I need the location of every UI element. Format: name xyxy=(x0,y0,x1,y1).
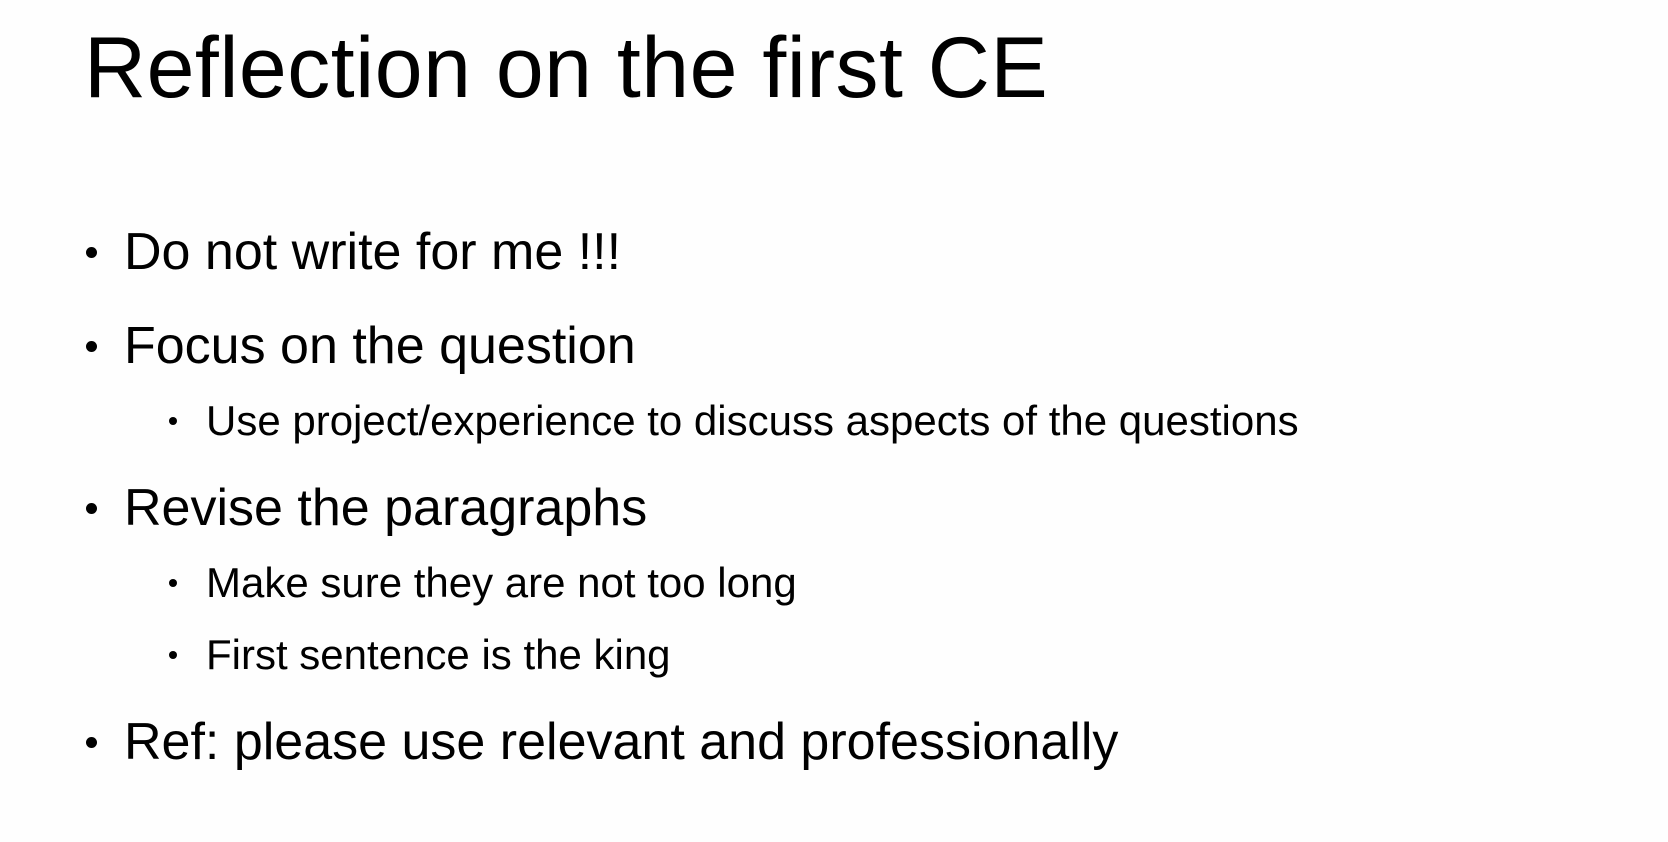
bullet-dot-icon xyxy=(86,503,97,514)
bullet-text: Do not write for me !!! xyxy=(124,223,622,281)
sub-bullet-text: Make sure they are not too long xyxy=(206,559,797,606)
sub-bullet-dot-icon xyxy=(169,651,177,659)
sub-bullet-item: Use project/experience to discuss aspect… xyxy=(169,394,1299,448)
bullet-dot-icon xyxy=(86,341,97,352)
bullet-item: Revise the paragraphs xyxy=(86,476,648,540)
bullet-item: Do not write for me !!! xyxy=(86,220,622,284)
slide-title: Reflection on the first CE xyxy=(84,20,1049,116)
bullet-dot-icon xyxy=(86,737,97,748)
sub-bullet-item: Make sure they are not too long xyxy=(169,556,797,610)
bullet-dot-icon xyxy=(86,247,97,258)
sub-bullet-item: First sentence is the king xyxy=(169,628,671,682)
bullet-item: Ref: please use relevant and professiona… xyxy=(86,710,1119,774)
sub-bullet-text: First sentence is the king xyxy=(206,631,671,678)
bullet-text: Focus on the question xyxy=(124,317,636,375)
sub-bullet-text: Use project/experience to discuss aspect… xyxy=(206,397,1299,444)
sub-bullet-dot-icon xyxy=(169,417,177,425)
bullet-text: Revise the paragraphs xyxy=(124,479,648,537)
sub-bullet-dot-icon xyxy=(169,579,177,587)
bullet-item: Focus on the question xyxy=(86,314,636,378)
bullet-text: Ref: please use relevant and professiona… xyxy=(124,713,1119,771)
